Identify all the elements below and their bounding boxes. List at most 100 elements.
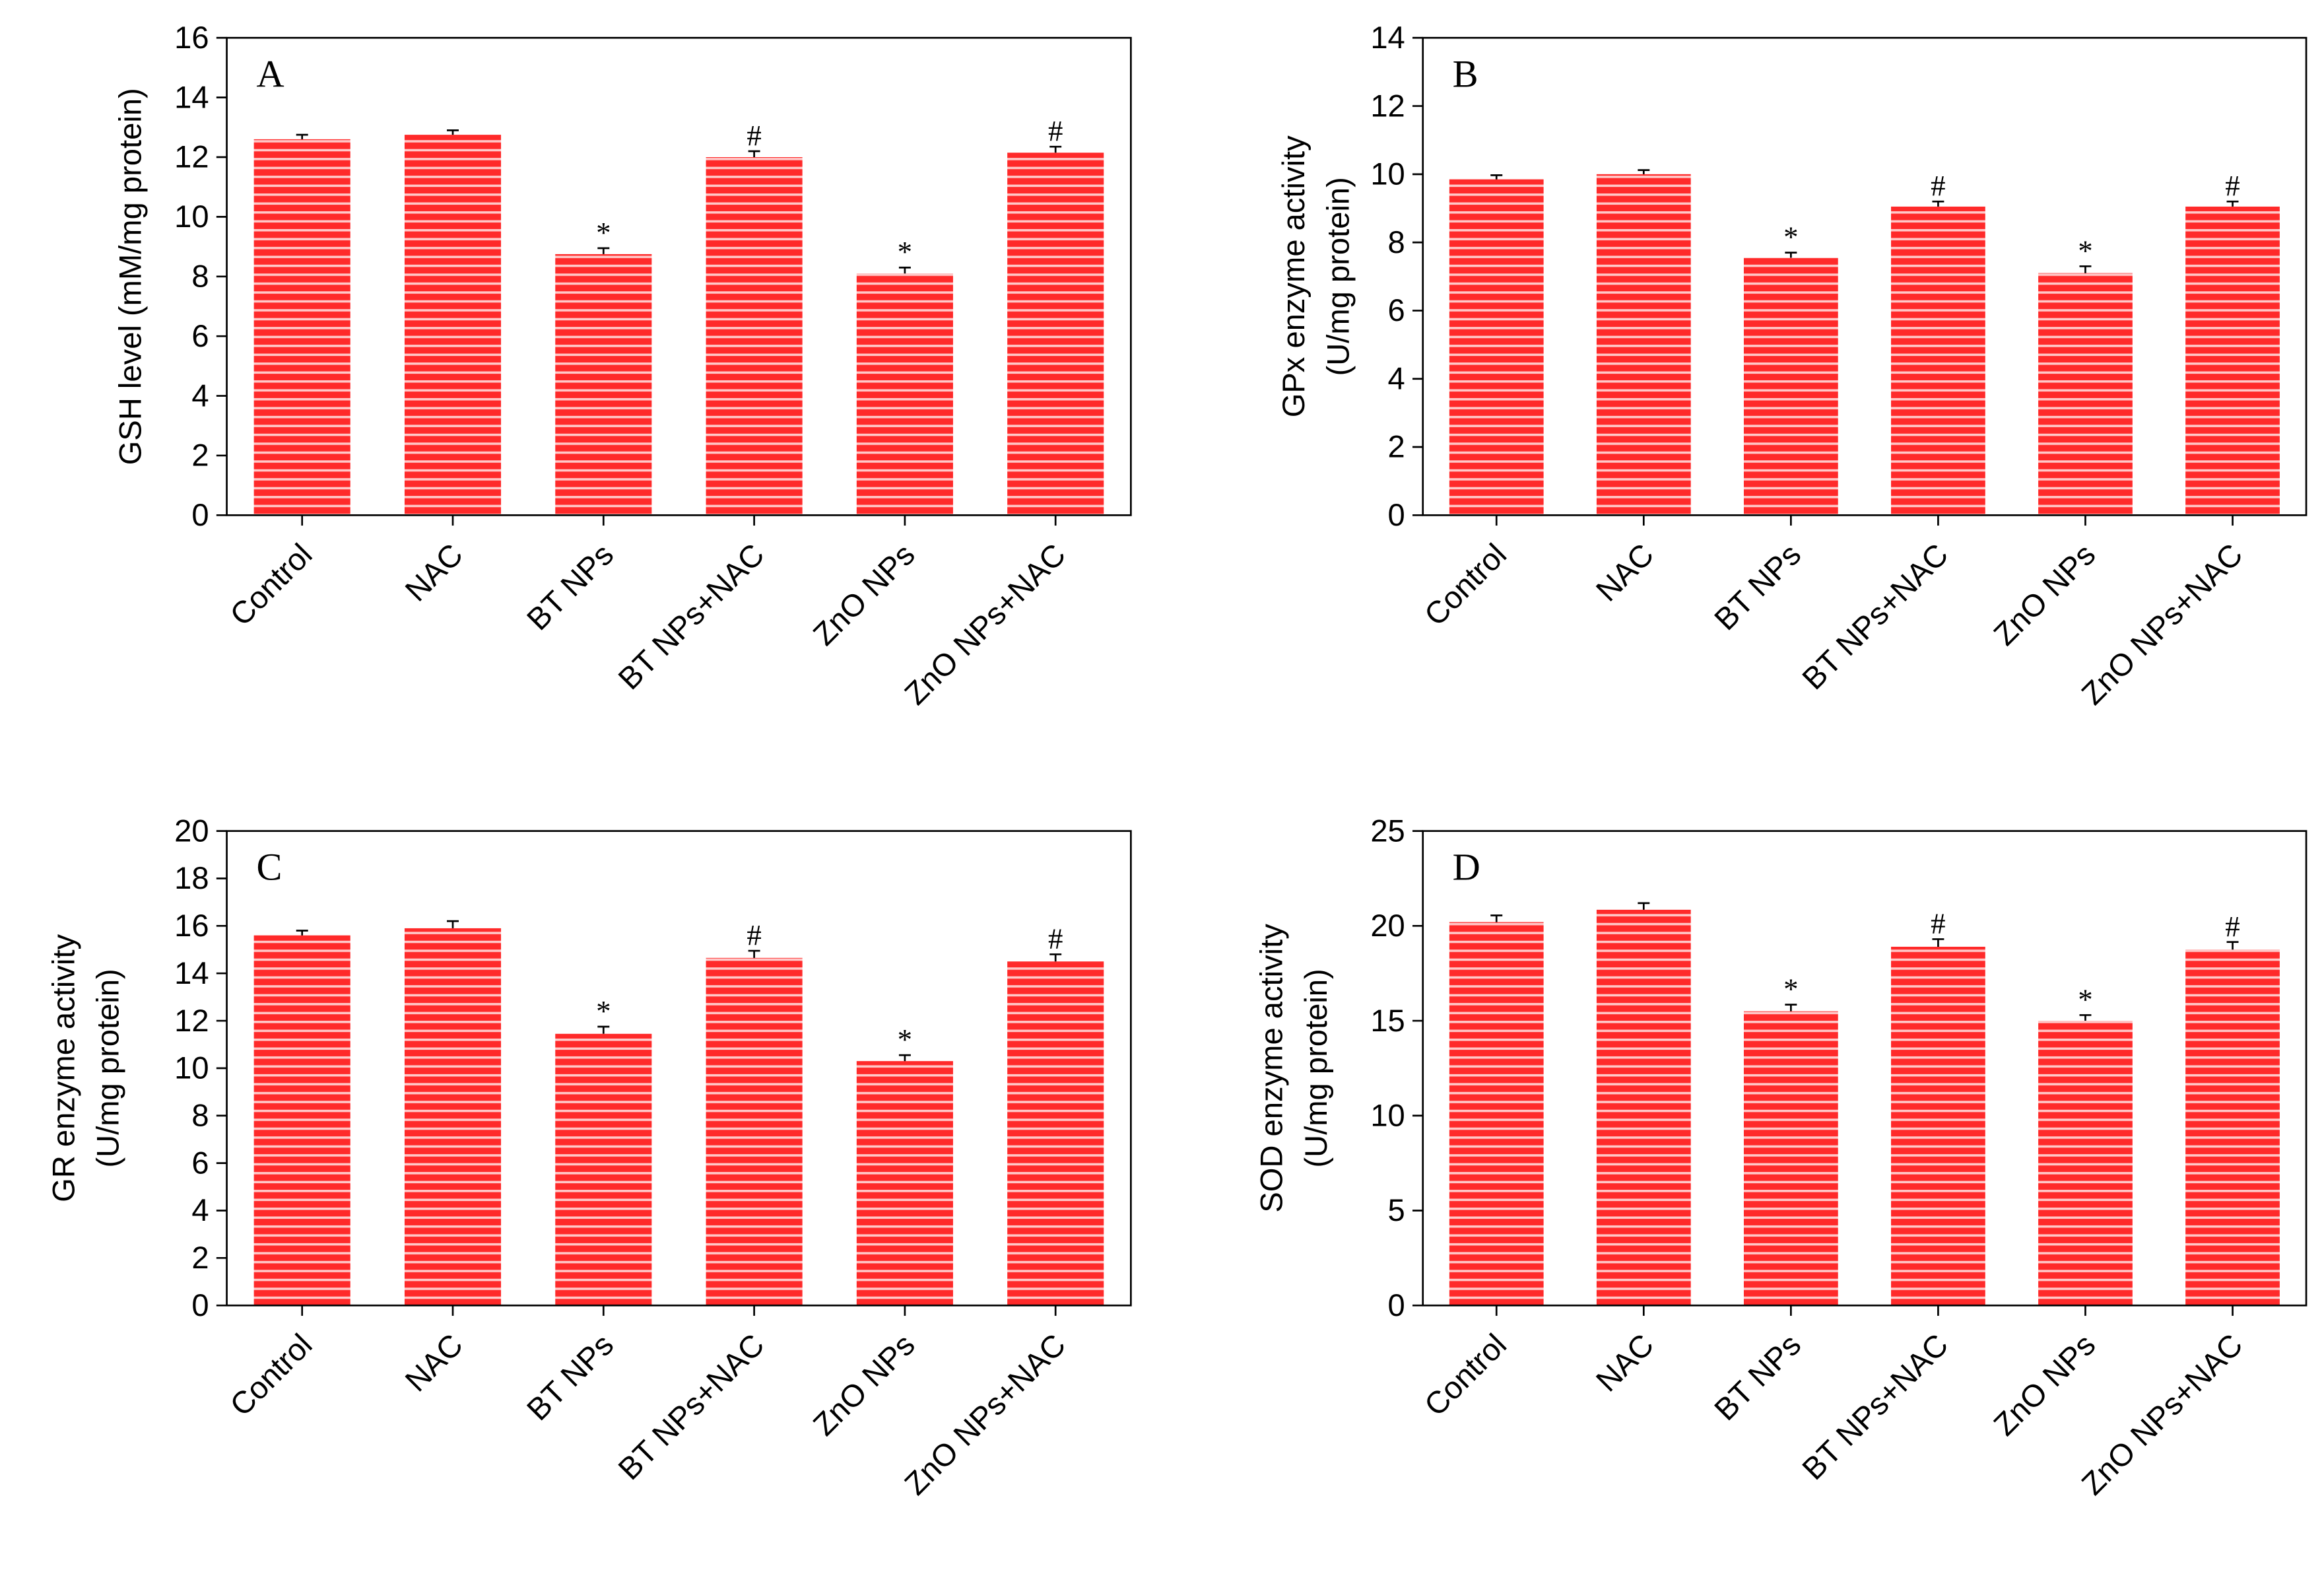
y-tick-label: 14 (174, 79, 209, 114)
bar (1596, 909, 1691, 1306)
error-bar (296, 930, 308, 936)
error-bar (447, 920, 459, 928)
x-tick-label: BT NPs+NAC (611, 1327, 771, 1487)
y-axis-label: (U/mg protein) (1298, 969, 1333, 1167)
x-tick-label: Control (223, 537, 319, 633)
y-tick-label: 16 (174, 20, 209, 55)
y-axis-label: (U/mg protein) (90, 969, 125, 1167)
error-bar (447, 129, 459, 135)
significance-marker: * (898, 235, 912, 268)
y-tick-label: 10 (1370, 156, 1405, 191)
bar (1007, 153, 1104, 516)
x-tick-label: BT NPs (520, 537, 620, 637)
bar (1743, 257, 1838, 516)
panel-label: D (1453, 846, 1480, 889)
bar (253, 935, 350, 1306)
error-bar (898, 266, 911, 274)
bar (253, 139, 350, 516)
error-bar (2226, 200, 2239, 207)
x-tick-label: BT NPs (520, 1327, 620, 1427)
x-tick-label: NAC (1589, 537, 1660, 608)
error-bar (2226, 941, 2239, 950)
x-tick-label: ZnO NPs (806, 537, 921, 652)
y-tick-label: 12 (174, 1003, 209, 1038)
significance-marker: * (596, 994, 611, 1027)
y-axis-label: (U/mg protein) (1320, 177, 1355, 376)
x-tick-label: NAC (398, 1327, 469, 1398)
significance-marker: # (2225, 910, 2240, 943)
x-tick-label: BT NPs+NAC (611, 537, 771, 697)
significance-marker: * (1783, 221, 1798, 254)
significance-marker: # (1048, 922, 1063, 955)
significance-marker: # (1931, 907, 1945, 940)
x-tick-label: Control (1417, 537, 1513, 633)
y-tick-label: 0 (191, 1287, 209, 1322)
plot-frame (1422, 830, 2307, 1307)
y-tick-label: 4 (191, 1192, 209, 1227)
y-tick-label: 10 (174, 199, 209, 234)
y-tick-label: 18 (174, 860, 209, 895)
y-tick-label: 4 (1388, 360, 1405, 395)
error-bar (1049, 953, 1062, 962)
bar (1891, 946, 1985, 1306)
x-tick-label: ZnO NPs+NAC (898, 1327, 1072, 1501)
error-bar (1932, 200, 1944, 207)
y-tick-label: 15 (1370, 1003, 1405, 1038)
x-tick-label: ZnO NPs+NAC (2075, 1327, 2249, 1501)
bar (706, 157, 803, 516)
bar (404, 135, 502, 516)
y-tick-label: 14 (174, 955, 209, 990)
y-tick-label: 8 (191, 1097, 209, 1132)
bar (1449, 179, 1544, 516)
significance-marker: * (2078, 234, 2092, 267)
significance-marker: * (898, 1023, 912, 1056)
plot-frame (226, 830, 1132, 1307)
bar (1743, 1011, 1838, 1306)
y-tick-label: 6 (1388, 292, 1405, 327)
y-tick-label: 20 (1370, 908, 1405, 943)
error-bar (898, 1054, 911, 1062)
plot-frame (1422, 36, 2307, 516)
x-tick-label: NAC (398, 537, 469, 608)
significance-marker: # (747, 119, 761, 152)
y-tick-label: 4 (191, 378, 209, 413)
panel-label: A (256, 52, 284, 95)
y-tick-label: 20 (174, 813, 209, 848)
y-tick-label: 12 (1370, 88, 1405, 123)
error-bar (748, 150, 760, 158)
y-tick-label: 6 (191, 1145, 209, 1180)
y-tick-label: 10 (174, 1050, 209, 1085)
error-bar (597, 1025, 610, 1034)
bar (856, 273, 953, 516)
y-tick-label: 2 (191, 438, 209, 473)
significance-marker: # (2225, 169, 2240, 202)
y-tick-label: 16 (174, 908, 209, 943)
x-tick-label: ZnO NPs+NAC (2075, 537, 2249, 711)
panel-label: B (1453, 52, 1478, 95)
y-tick-label: 6 (191, 318, 209, 353)
bar (706, 957, 803, 1306)
x-tick-label: ZnO NPs (1987, 1327, 2102, 1443)
error-bar (1490, 174, 1503, 180)
bar (856, 1061, 953, 1306)
y-axis-label: GPx enzyme activity (1276, 135, 1311, 417)
x-tick-label: Control (223, 1327, 319, 1423)
x-tick-label: Control (1417, 1327, 1513, 1423)
significance-marker: # (1048, 114, 1063, 147)
y-tick-label: 0 (1388, 1287, 1405, 1322)
bar (404, 928, 502, 1306)
error-bar (2079, 1014, 2092, 1021)
y-axis-label: GSH level (mM/mg protein) (112, 88, 147, 465)
error-bar (1785, 252, 1797, 258)
x-tick-label: BT NPs+NAC (1795, 537, 1955, 697)
error-bar (1932, 938, 1944, 947)
y-tick-label: 5 (1388, 1192, 1405, 1227)
plot-frame (226, 36, 1132, 516)
bar (2038, 273, 2133, 516)
significance-marker: * (2078, 982, 2092, 1015)
y-tick-label: 25 (1370, 813, 1405, 848)
x-tick-label: ZnO NPs (1987, 537, 2102, 652)
y-tick-label: 12 (174, 139, 209, 174)
x-tick-label: BT NPs+NAC (1795, 1327, 1955, 1487)
error-bar (748, 949, 760, 958)
